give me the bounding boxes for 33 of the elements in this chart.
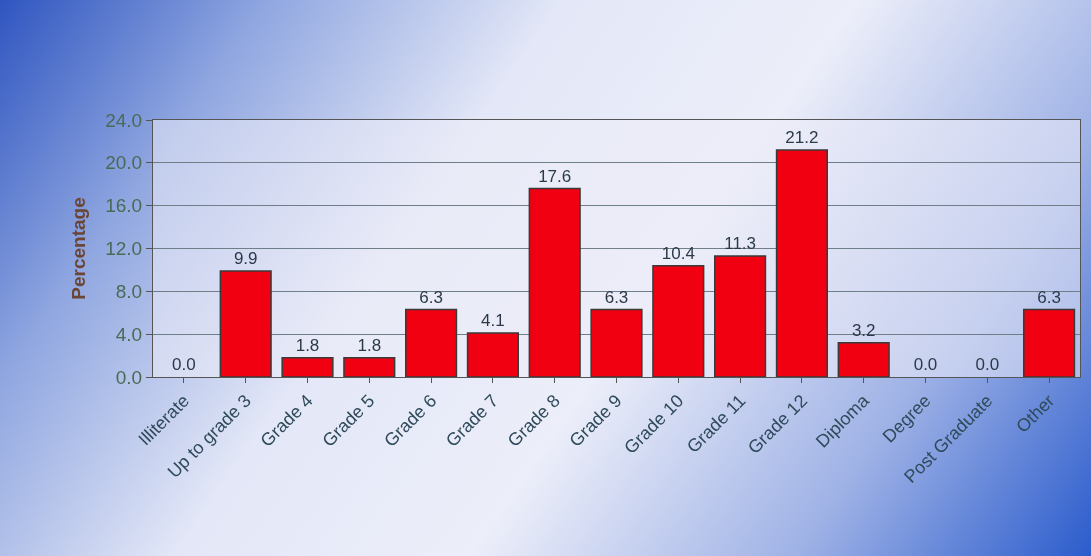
data-label: 4.1 bbox=[481, 311, 505, 331]
bar bbox=[405, 308, 458, 377]
data-label: 1.8 bbox=[357, 335, 382, 355]
data-label: 0.0 bbox=[913, 355, 938, 374]
y-axis-title: Percentage bbox=[68, 197, 90, 300]
data-label: 9.9 bbox=[233, 248, 258, 268]
y-tick-label: 8.0 bbox=[115, 280, 143, 302]
y-tick-label: 16.0 bbox=[105, 195, 143, 217]
bar bbox=[714, 255, 767, 377]
bar bbox=[528, 187, 581, 377]
bar bbox=[652, 264, 705, 377]
bar bbox=[219, 270, 272, 377]
y-tick-label: 12.0 bbox=[105, 238, 143, 260]
bar bbox=[1023, 308, 1076, 377]
data-label: 0.0 bbox=[172, 355, 196, 374]
data-label: 17.6 bbox=[538, 166, 572, 186]
bar bbox=[466, 332, 519, 377]
data-label: 6.3 bbox=[419, 287, 443, 307]
data-label: 10.4 bbox=[661, 243, 695, 263]
y-tick-label: 4.0 bbox=[115, 323, 143, 345]
bar bbox=[343, 356, 396, 377]
data-label: 6.3 bbox=[604, 287, 629, 307]
bar bbox=[590, 308, 643, 377]
data-label: 6.3 bbox=[1037, 287, 1061, 307]
bar bbox=[281, 356, 334, 377]
bar bbox=[837, 341, 890, 377]
y-tick-label: 20.0 bbox=[105, 152, 143, 174]
y-tick-label: 24.0 bbox=[105, 109, 143, 131]
data-label: 21.2 bbox=[785, 127, 819, 147]
data-label: 0.0 bbox=[975, 355, 1000, 374]
bar bbox=[775, 149, 828, 377]
y-tick-label: 0.0 bbox=[115, 366, 143, 388]
data-label: 1.8 bbox=[295, 335, 320, 355]
